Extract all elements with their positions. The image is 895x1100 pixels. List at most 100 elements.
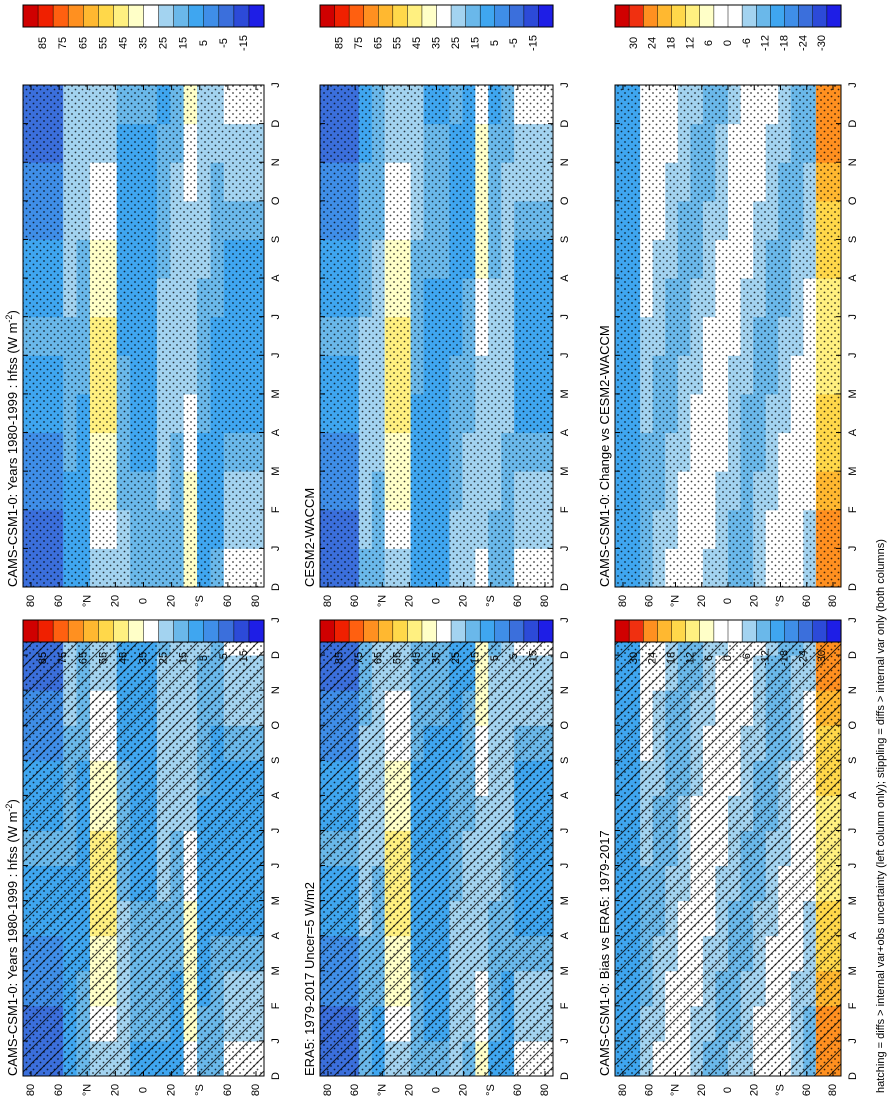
colorbar-swatch bbox=[98, 619, 114, 643]
colorbar-swatch bbox=[392, 4, 408, 28]
colorbar-swatch bbox=[113, 619, 129, 643]
y-tick-label: 20 bbox=[458, 595, 470, 607]
colorbar-label: -12 bbox=[760, 650, 772, 666]
x-tick-label: M bbox=[270, 389, 282, 398]
panel-title: CAMS-CSM1-0: Years 1980-1999 : hfss (W m… bbox=[4, 310, 20, 587]
colorbar-frame bbox=[319, 4, 554, 28]
y-tick-label: 0 bbox=[431, 598, 443, 604]
colorbar-label: 35 bbox=[138, 652, 150, 664]
y-tick-label: 80 bbox=[539, 595, 551, 607]
x-tick-label: J bbox=[270, 314, 282, 320]
x-tick-label: J bbox=[847, 1038, 859, 1044]
x-tick-label: J bbox=[559, 617, 571, 623]
colorbar-swatch bbox=[67, 619, 84, 643]
colorbar-swatch bbox=[685, 4, 701, 28]
x-tick-label: O bbox=[270, 196, 282, 205]
x-tick-label: J bbox=[270, 863, 282, 869]
colorbar-label: -6 bbox=[741, 653, 753, 663]
x-tick-label: A bbox=[559, 931, 571, 939]
colorbar-swatch bbox=[22, 619, 39, 643]
colorbar-label: 55 bbox=[97, 37, 109, 49]
colorbar-swatch bbox=[826, 4, 842, 28]
y-tick-label: 80 bbox=[250, 1084, 262, 1096]
colorbar-swatch bbox=[628, 619, 644, 643]
colorbar-swatch bbox=[233, 619, 250, 643]
colorbar-swatch bbox=[218, 4, 235, 28]
colorbar-label: 24 bbox=[647, 652, 659, 664]
x-tick-label: F bbox=[847, 506, 859, 513]
title-superscript: -2 bbox=[4, 804, 14, 812]
colorbar-label: 5 bbox=[198, 655, 210, 661]
panel-p2: D J F M A M J J A S O N D J 80 60 °N 20 0 20 °S 60 80 CAMS-CSM1… bbox=[4, 4, 282, 607]
x-tick-label: M bbox=[559, 467, 571, 476]
x-tick-label: F bbox=[559, 1002, 571, 1009]
colorbar-swatch bbox=[494, 619, 510, 643]
colorbar-swatch bbox=[770, 619, 786, 643]
y-tick-label: °N bbox=[81, 595, 93, 607]
colorbar-swatch bbox=[158, 4, 175, 28]
colorbar-label: 0 bbox=[722, 655, 734, 661]
colorbar-label: 75 bbox=[57, 652, 69, 664]
y-tick-label: 0 bbox=[722, 598, 734, 604]
x-tick-label: F bbox=[270, 1002, 282, 1009]
y-tick-label: 20 bbox=[109, 1084, 121, 1096]
colorbar-swatch bbox=[826, 619, 842, 643]
colorbar-swatch bbox=[363, 619, 379, 643]
x-tick-label: A bbox=[847, 791, 859, 799]
y-tick-label: 20 bbox=[748, 1084, 760, 1096]
x-tick-label: F bbox=[559, 506, 571, 513]
colorbar-label: 75 bbox=[353, 652, 365, 664]
colorbar-swatch bbox=[348, 4, 365, 28]
colorbar-label: 18 bbox=[666, 652, 678, 664]
colorbar-label: 85 bbox=[333, 652, 345, 664]
y-tick-label: 60 bbox=[801, 1084, 813, 1096]
colorbar-label: 5 bbox=[489, 40, 501, 46]
x-tick-label: M bbox=[559, 896, 571, 905]
colorbar-label: 30 bbox=[628, 652, 640, 664]
colorbar-swatch bbox=[233, 4, 250, 28]
colorbar-swatch bbox=[436, 4, 452, 28]
colorbar-swatch bbox=[37, 619, 54, 643]
x-tick-label: A bbox=[847, 274, 859, 282]
colorbar-swatch bbox=[538, 4, 554, 28]
colorbar-swatch bbox=[319, 619, 336, 643]
colorbar-label: -15 bbox=[238, 35, 250, 51]
colorbar-frame bbox=[614, 4, 842, 28]
y-tick-label: °S bbox=[194, 595, 206, 607]
y-tick-label: °N bbox=[376, 1084, 388, 1096]
colorbar-swatch bbox=[798, 619, 814, 643]
colorbar-label: -15 bbox=[528, 35, 540, 51]
x-tick-label: D bbox=[270, 651, 282, 659]
x-tick-label: O bbox=[270, 721, 282, 730]
colorbar-swatch bbox=[685, 619, 701, 643]
colorbar-frame bbox=[22, 4, 265, 28]
colorbar-swatch bbox=[465, 4, 481, 28]
colorbar-swatch bbox=[756, 619, 771, 643]
colorbar-swatch bbox=[509, 4, 525, 28]
colorbar-swatch bbox=[113, 4, 129, 28]
panel-title: CAMS-CSM1-0: Bias vs ERA5: 1979-2017 bbox=[597, 830, 612, 1076]
colorbar-swatch bbox=[421, 4, 438, 28]
colorbar-frame bbox=[614, 619, 842, 643]
colorbar-swatch bbox=[188, 619, 205, 643]
x-tick-label: M bbox=[847, 896, 859, 905]
title-tail: ) bbox=[5, 310, 20, 314]
x-tick-label: J bbox=[270, 1038, 282, 1044]
colorbar-swatch bbox=[143, 619, 160, 643]
x-tick-label: J bbox=[847, 353, 859, 359]
colorbar-label: 55 bbox=[392, 652, 404, 664]
x-tick-label: F bbox=[847, 1002, 859, 1009]
colorbar: 30 24 18 12 6 0 -6 -12 -18 -24 -30 bbox=[614, 619, 842, 666]
y-tick-label: 0 bbox=[722, 1087, 734, 1093]
x-tick-label: A bbox=[559, 428, 571, 436]
colorbar-label: -12 bbox=[760, 35, 772, 51]
x-tick-label: S bbox=[559, 236, 571, 243]
x-tick-label: J bbox=[270, 82, 282, 88]
y-tick-label: °S bbox=[485, 1084, 497, 1096]
colorbar-label: -30 bbox=[816, 35, 828, 51]
x-tick-label: A bbox=[847, 931, 859, 939]
colorbar: 85 75 65 55 45 35 25 15 5 -5 -15 bbox=[319, 619, 554, 666]
y-tick-label: 80 bbox=[322, 595, 334, 607]
colorbar-swatch bbox=[741, 619, 757, 643]
colorbar-label: 45 bbox=[411, 37, 423, 49]
